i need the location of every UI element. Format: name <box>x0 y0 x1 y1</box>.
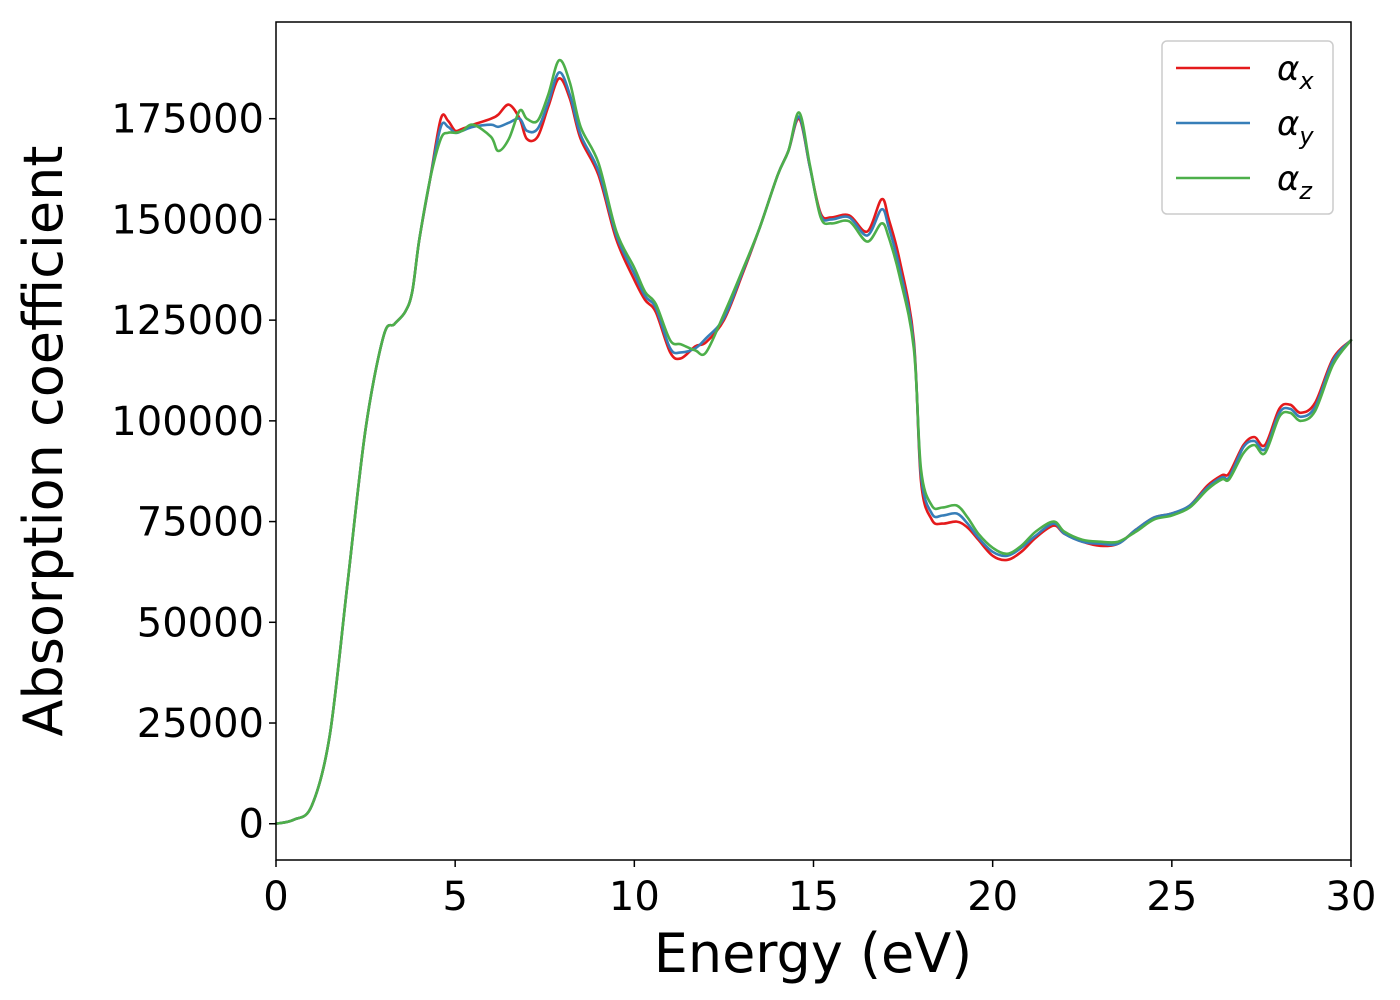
y-tick-label: 50000 <box>137 600 264 646</box>
x-tick-label: 15 <box>788 874 839 920</box>
x-tick-label: 20 <box>967 874 1018 920</box>
legend-label-alpha-y: αy <box>1277 104 1314 150</box>
x-axis-label: Energy (eV) <box>654 922 973 985</box>
x-axis: 0 5 10 15 20 25 30 <box>263 860 1376 920</box>
legend-label-alpha-z: αz <box>1277 159 1313 205</box>
y-tick-label: 25000 <box>137 701 264 747</box>
x-tick-label: 30 <box>1326 874 1377 920</box>
y-axis-label: Absorption coefficient <box>12 146 75 737</box>
legend: αx αy αz <box>1161 40 1334 215</box>
legend-box <box>1161 40 1334 215</box>
y-tick-label: 75000 <box>137 500 264 546</box>
series-layer <box>274 58 1353 825</box>
y-tick-label: 175000 <box>111 97 264 143</box>
series-line-alpha-z <box>274 58 1353 825</box>
y-tick-label: 150000 <box>111 197 264 243</box>
x-tick-label: 10 <box>609 874 660 920</box>
y-axis: 0 25000 50000 75000 100000 125000 150000 175000 <box>111 97 276 848</box>
x-tick-label: 5 <box>442 874 467 920</box>
x-tick-label: 0 <box>263 874 288 920</box>
y-tick-label: 0 <box>239 802 264 848</box>
legend-label-alpha-x: αx <box>1277 49 1314 95</box>
y-tick-label: 125000 <box>111 298 264 344</box>
y-tick-label: 100000 <box>111 399 264 445</box>
x-tick-label: 25 <box>1146 874 1197 920</box>
